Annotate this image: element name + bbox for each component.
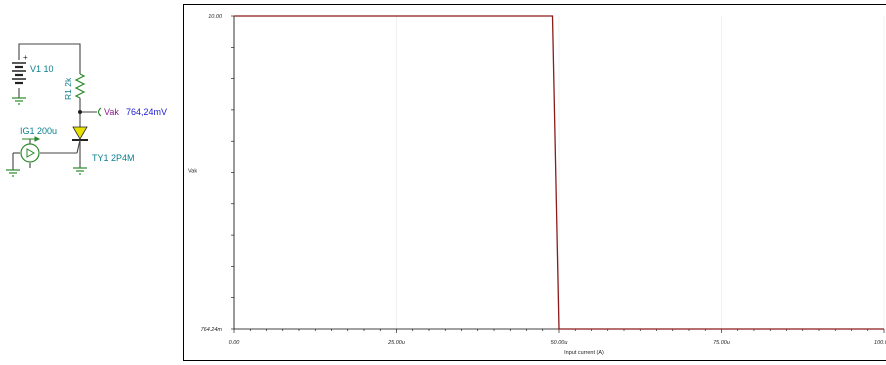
chart-plot: 10.00 764.24m 0.00 25.00u 50.00u 75.00u 100.00…	[188, 14, 886, 356]
x-tick-label: 50.00u	[551, 340, 568, 346]
ground-icon	[6, 169, 20, 177]
probe-name: Vak	[104, 107, 119, 117]
junction-dot	[78, 110, 82, 114]
battery-v1[interactable]	[12, 62, 26, 85]
thyristor-ty1[interactable]	[72, 126, 88, 154]
x-tick-label: 25.00u	[387, 340, 405, 346]
series-line	[234, 15, 884, 330]
x-tick-label: 75.00u	[713, 340, 730, 346]
resistor-label: R1 2k	[63, 77, 73, 100]
resistor-r1[interactable]	[74, 73, 86, 99]
x-tick-label: 0.00	[229, 340, 241, 346]
arrow-right-icon	[22, 136, 41, 142]
probe-icon[interactable]	[97, 107, 102, 117]
battery-label: V1 10	[30, 64, 54, 74]
current-source-ig1[interactable]	[20, 143, 40, 163]
x-axis-label: Input current (A)	[564, 350, 604, 356]
y-tick-label: 10.00	[208, 14, 223, 20]
probe-value: 764,24mV	[126, 107, 167, 117]
ground-icon	[12, 97, 26, 105]
y-axis-label: Vak	[188, 169, 197, 175]
ground-icon	[73, 167, 87, 175]
source-label: IG1 200u	[20, 126, 57, 136]
x-tick-label: 100.00u	[874, 340, 886, 346]
plot-window[interactable]: 10.00 764.24m 0.00 25.00u 50.00u 75.00u 100.00…	[183, 4, 886, 361]
battery-plus: +	[23, 53, 28, 62]
thyristor-label: TY1 2P4M	[92, 153, 135, 163]
y-tick-label: 764.24m	[201, 327, 223, 333]
circuit-schematic: + V1 10 R1 2k Vak 764,24mV TY1 2P4M IG1 …	[6, 43, 167, 177]
